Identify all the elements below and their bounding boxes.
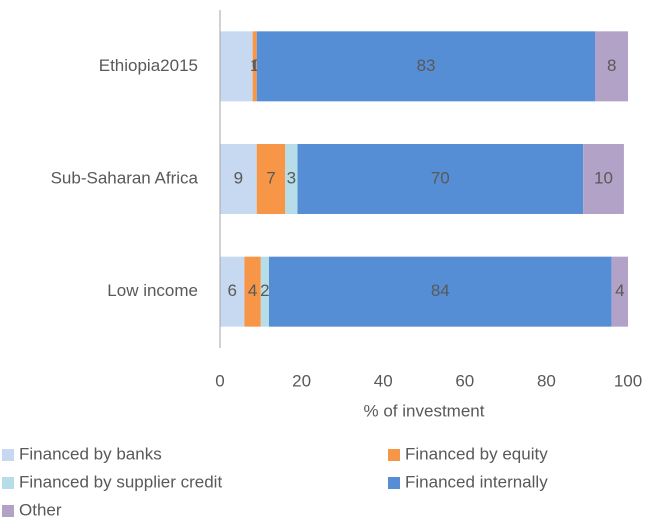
data-label: 8 — [607, 56, 616, 75]
data-label: 3 — [287, 168, 296, 187]
data-label: 6 — [228, 281, 237, 300]
x-tick-label: 80 — [537, 371, 556, 390]
y-tick-label: Low income — [107, 281, 198, 300]
data-label: 70 — [431, 168, 450, 187]
bar-segment — [595, 31, 628, 102]
y-tick-label: Ethiopia2015 — [99, 56, 198, 75]
x-tick-label: 20 — [292, 371, 311, 390]
data-label: 4 — [615, 281, 624, 300]
legend-swatch — [2, 449, 14, 461]
legend-label: Financed by supplier credit — [19, 472, 222, 491]
y-tick-label: Sub-Saharan Africa — [51, 168, 199, 187]
bar-segment — [220, 31, 253, 102]
data-label: 1 — [250, 56, 259, 75]
data-label: 10 — [594, 168, 613, 187]
x-tick-label: 0 — [215, 371, 224, 390]
x-tick-label: 40 — [374, 371, 393, 390]
bar-segment — [256, 144, 286, 214]
bar-segment — [220, 256, 245, 327]
data-label: 4 — [248, 281, 257, 300]
x-axis-label: % of investment — [364, 401, 485, 420]
bar-segment — [583, 144, 624, 214]
bar-segment — [268, 256, 612, 327]
bar-segment — [244, 256, 261, 327]
bar-segment — [260, 256, 269, 327]
data-label: 83 — [417, 56, 436, 75]
data-label: 9 — [234, 168, 243, 187]
legend-label: Financed internally — [405, 472, 548, 491]
bar-segment — [285, 144, 298, 214]
legend-swatch — [2, 505, 14, 517]
data-label: 2 — [260, 281, 269, 300]
bar-segment — [256, 31, 596, 102]
legend-swatch — [388, 449, 400, 461]
bar-segment — [297, 144, 584, 214]
legend-swatch — [2, 477, 14, 489]
bar-segment — [252, 31, 257, 102]
x-tick-label: 60 — [455, 371, 474, 390]
legend-label: Financed by equity — [405, 444, 548, 463]
bar-segment — [611, 256, 628, 327]
legend-swatch — [388, 477, 400, 489]
legend-label: Other — [19, 500, 62, 519]
legend-label: Financed by banks — [19, 444, 162, 463]
data-label: 7 — [266, 168, 275, 187]
bar-segment — [220, 144, 257, 214]
data-label: 84 — [431, 281, 450, 300]
x-tick-label: 100 — [614, 371, 642, 390]
